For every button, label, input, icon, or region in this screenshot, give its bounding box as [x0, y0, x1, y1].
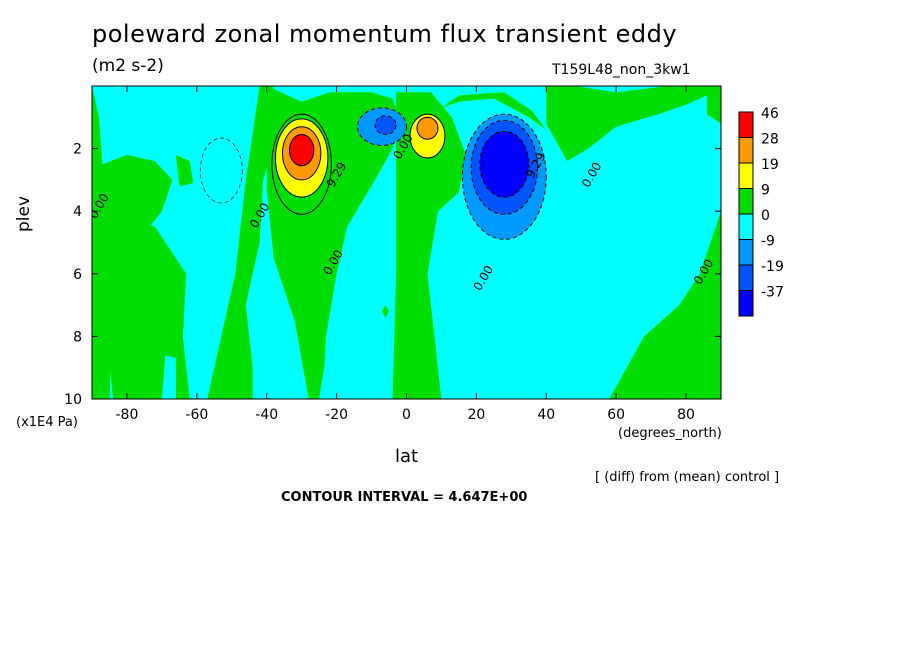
- x-tick-label: 60: [607, 407, 625, 423]
- x-tick-label: 80: [677, 407, 695, 423]
- diff-note: [ (diff) from (mean) control ]: [595, 470, 780, 485]
- field-feature-north-min-37: [479, 130, 530, 198]
- colorbar-label: -37: [761, 285, 784, 301]
- x-tick-label: -20: [325, 407, 348, 423]
- field-region-positive-6: [441, 92, 547, 130]
- x-tick-label: -40: [255, 407, 278, 423]
- field-region-positive-3: [207, 86, 278, 399]
- colorbar-swatch: [738, 239, 754, 266]
- chart-units: (m2 s-2): [92, 56, 164, 76]
- field-hole-3: [441, 348, 466, 387]
- field-region-positive-8: [609, 211, 721, 399]
- x-tick-label: 40: [537, 407, 555, 423]
- colorbar-swatch: [738, 264, 754, 291]
- colorbar-swatch: [738, 213, 754, 240]
- colorbar-label: 0: [761, 208, 770, 224]
- x-tick-label: -80: [116, 407, 139, 423]
- x-axis-label: lat: [395, 446, 419, 467]
- field-contour-dashed-left: [199, 137, 243, 204]
- colorbar-swatch: [738, 162, 754, 189]
- colorbar-label: -9: [761, 234, 775, 250]
- field-hole-1: [161, 355, 176, 399]
- y-scale-note: (x1E4 Pa): [16, 415, 78, 430]
- x-tick-label: 0: [402, 407, 411, 423]
- x-tick-label: -60: [185, 407, 208, 423]
- colorbar-swatch: [738, 290, 754, 317]
- colorbar-label: 46: [761, 106, 779, 122]
- colorbar-label: 28: [761, 132, 779, 148]
- run-name: T159L48_non_3kw1: [552, 62, 691, 78]
- colorbar-label: -19: [761, 259, 784, 275]
- field-feature-south-max-46: [288, 134, 315, 167]
- field-region-positive-5: [392, 92, 466, 399]
- field-spot: [382, 305, 389, 318]
- y-tick-label: 10: [64, 392, 82, 408]
- x-tick-label: 20: [467, 407, 485, 423]
- colorbar-swatch: [738, 137, 754, 164]
- colorbar-label: 9: [761, 183, 770, 199]
- y-tick-label: 4: [73, 204, 82, 220]
- contour-interval: CONTOUR INTERVAL = 4.647E+00: [281, 490, 528, 505]
- y-tick-label: 8: [73, 329, 82, 345]
- y-tick-label: 6: [73, 267, 82, 283]
- field-region-positive-2: [99, 217, 190, 399]
- field-layer: 0.00 0.009.290.000.009.29 0.000.00 0.00: [92, 86, 721, 399]
- field-region-positive-9: [707, 86, 721, 124]
- colorbar-label: 19: [761, 157, 779, 173]
- field-region-positive-7: [546, 86, 714, 162]
- field-feature-north-max-28: [416, 116, 439, 140]
- colorbar-swatch: [738, 188, 754, 215]
- x-axis-units: (degrees_north): [618, 426, 722, 441]
- field-feature-eq-min-19: [374, 115, 397, 136]
- y-tick-label: 2: [73, 142, 82, 158]
- field-hole-2: [319, 352, 348, 399]
- field-region-positive-10: [175, 154, 194, 187]
- chart-title: poleward zonal momentum flux transient e…: [92, 20, 678, 48]
- colorbar-swatch: [738, 111, 754, 138]
